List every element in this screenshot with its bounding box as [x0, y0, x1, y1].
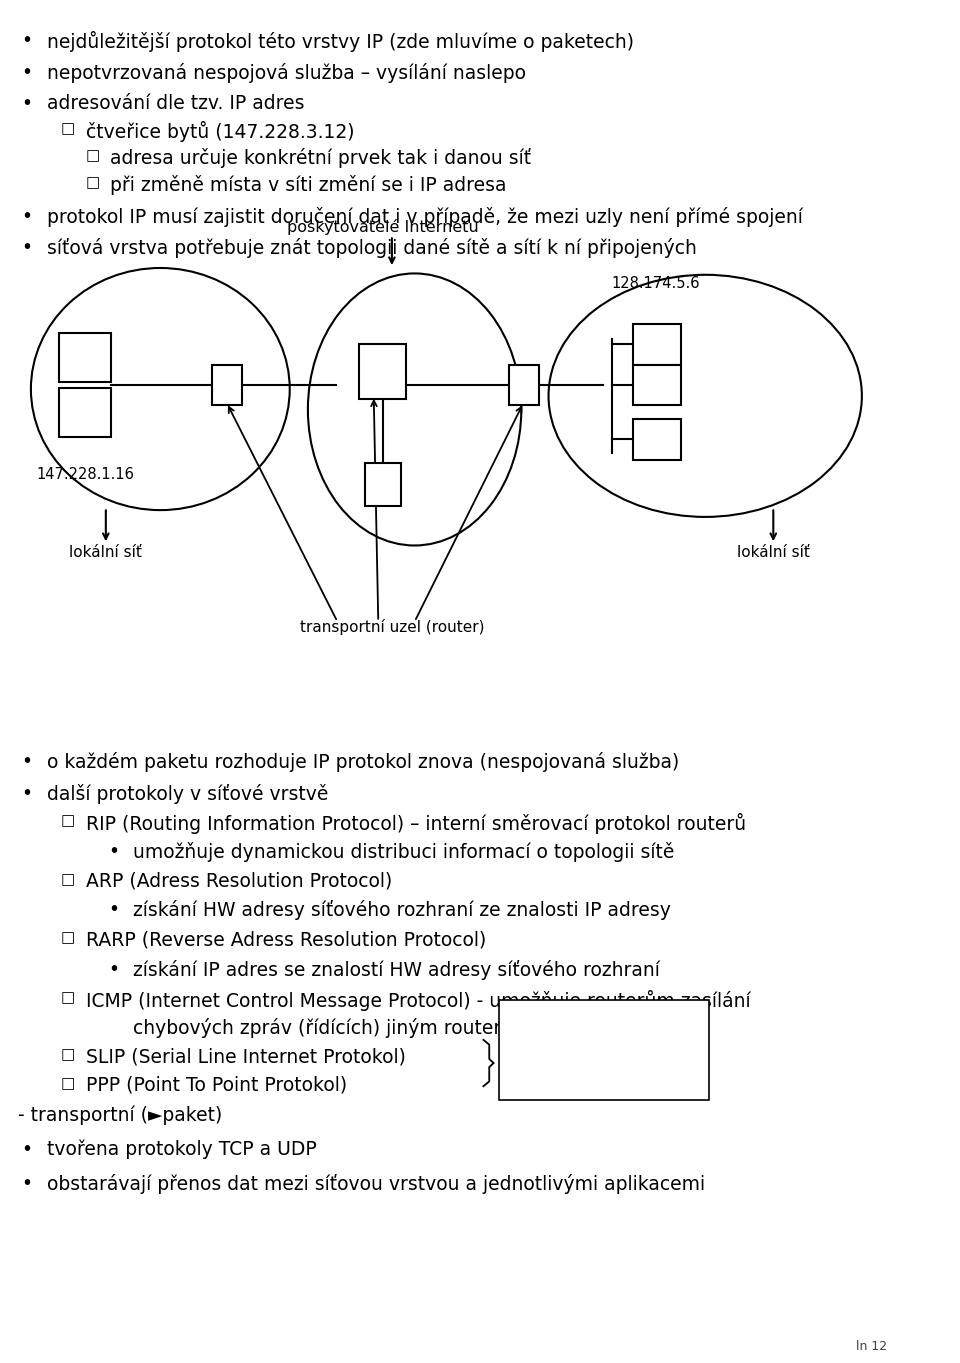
Text: nejdůležitější protokol této vrstvy IP (zde mluvíme o paketech): nejdůležitější protokol této vrstvy IP (…: [47, 31, 634, 52]
Text: 128.174.5.6: 128.174.5.6: [611, 277, 700, 292]
Text: RIP (Routing Information Protocol) – interní směrovací protokol routerů: RIP (Routing Information Protocol) – int…: [85, 814, 746, 834]
FancyBboxPatch shape: [59, 334, 111, 382]
Text: RARP (Reverse Adress Resolution Protocol): RARP (Reverse Adress Resolution Protocol…: [85, 931, 486, 950]
Text: adresování dle tzv. IP adres: adresování dle tzv. IP adres: [47, 94, 304, 113]
Text: komutovaných linkách: komutovaných linkách: [526, 1059, 683, 1074]
FancyBboxPatch shape: [59, 387, 111, 436]
FancyBboxPatch shape: [509, 364, 539, 405]
Text: podporují přenos paketů po: podporují přenos paketů po: [508, 1030, 700, 1045]
Text: •: •: [21, 239, 33, 258]
Text: •: •: [21, 1139, 33, 1159]
Text: •: •: [21, 63, 33, 82]
Text: chybových zpráv (řídících) jiným routerům a počítčům: chybových zpráv (řídících) jiným routerů…: [133, 1017, 641, 1039]
Text: □: □: [60, 931, 75, 946]
Text: poskytovatelé Internetu: poskytovatelé Internetu: [287, 219, 479, 236]
Text: ARP (Adress Resolution Protocol): ARP (Adress Resolution Protocol): [85, 872, 392, 891]
Text: získání IP adres se znalostí HW adresy síťového rozhraní: získání IP adres se znalostí HW adresy s…: [133, 961, 660, 980]
FancyBboxPatch shape: [365, 462, 401, 506]
Text: SLIP (Serial Line Internet Protokol): SLIP (Serial Line Internet Protokol): [85, 1047, 406, 1066]
Text: •: •: [21, 752, 33, 771]
FancyBboxPatch shape: [499, 1000, 708, 1100]
Text: □: □: [60, 814, 75, 829]
Text: lokální síť: lokální síť: [69, 545, 142, 560]
FancyBboxPatch shape: [359, 345, 406, 398]
Text: o každém paketu rozhoduje IP protokol znova (nespojovaná služba): o každém paketu rozhoduje IP protokol zn…: [47, 752, 679, 773]
Text: •: •: [21, 94, 33, 113]
Text: •: •: [108, 901, 120, 920]
Text: □: □: [85, 149, 100, 164]
Text: •: •: [21, 1174, 33, 1193]
Text: další protokoly v síťové vrstvě: další protokoly v síťové vrstvě: [47, 784, 328, 804]
FancyBboxPatch shape: [211, 364, 242, 405]
Text: •: •: [108, 842, 120, 861]
Text: •: •: [21, 784, 33, 803]
Text: •: •: [108, 961, 120, 980]
Text: protokol IP musí zajistit doručení dat i v případě, že mezi uzly není přímé spoj: protokol IP musí zajistit doručení dat i…: [47, 207, 803, 226]
Text: při změně místa v síti změní se i IP adresa: při změně místa v síti změní se i IP adr…: [110, 176, 507, 195]
Text: PPP (Point To Point Protokol): PPP (Point To Point Protokol): [85, 1075, 347, 1094]
FancyBboxPatch shape: [634, 364, 681, 405]
Text: □: □: [60, 121, 75, 136]
Text: tvořena protokoly TCP a UDP: tvořena protokoly TCP a UDP: [47, 1139, 317, 1160]
Text: □: □: [60, 1047, 75, 1062]
Text: síťová vrstva potřebuje znát topologii dané sítě a sítí k ní připojených: síťová vrstva potřebuje znát topologii d…: [47, 239, 697, 258]
Text: □: □: [60, 1075, 75, 1090]
FancyBboxPatch shape: [634, 324, 681, 364]
Text: nepotvrzovaná nespojová služba – vysílání naslepo: nepotvrzovaná nespojová služba – vysílán…: [47, 63, 526, 83]
Text: ICMP (Internet Control Message Protocol) - umožňuje routerům zasílání: ICMP (Internet Control Message Protocol)…: [85, 991, 751, 1011]
Text: □: □: [60, 991, 75, 1006]
Text: •: •: [21, 31, 33, 50]
FancyBboxPatch shape: [634, 418, 681, 459]
Text: čtveřice bytů (147.228.3.12): čtveřice bytů (147.228.3.12): [85, 121, 354, 142]
Text: □: □: [60, 872, 75, 887]
Text: - transportní (►paket): - transportní (►paket): [17, 1105, 222, 1126]
Text: adresa určuje konkrétní prvek tak i danou síť: adresa určuje konkrétní prvek tak i dano…: [110, 149, 532, 168]
Text: •: •: [21, 207, 33, 226]
Text: získání HW adresy síťového rozhraní ze znalosti IP adresy: získání HW adresy síťového rozhraní ze z…: [133, 901, 671, 920]
Text: ln 12: ln 12: [855, 1340, 887, 1353]
Text: □: □: [85, 176, 100, 191]
Text: obstarávají přenos dat mezi síťovou vrstvou a jednotlivými aplikacemi: obstarávají přenos dat mezi síťovou vrst…: [47, 1174, 705, 1194]
Text: umožňuje dynamickou distribuci informací o topologii sítě: umožňuje dynamickou distribuci informací…: [133, 842, 675, 861]
Text: transportní uzel (router): transportní uzel (router): [300, 619, 484, 635]
Text: lokální síť: lokální síť: [737, 545, 809, 560]
Text: 147.228.1.16: 147.228.1.16: [36, 466, 133, 481]
